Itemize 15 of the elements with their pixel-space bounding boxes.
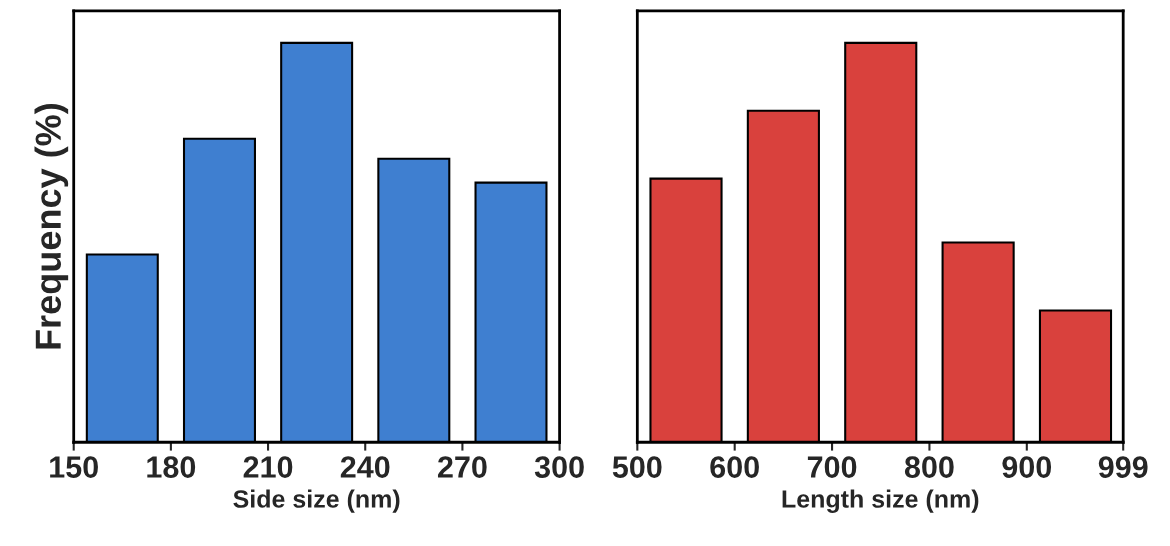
x-tick-label: 150: [50, 456, 98, 478]
x-axis-title: Length size (nm): [782, 489, 979, 513]
x-tick-label: 300: [534, 456, 584, 478]
x-tick-label: 240: [340, 456, 390, 478]
x-tick-label: 270: [437, 456, 487, 478]
x-tick-label: 500: [612, 456, 662, 478]
x-tick-label: 999: [1098, 456, 1148, 478]
x-tick-label: 800: [904, 456, 954, 478]
x-tick-label: 700: [807, 456, 857, 478]
y-axis-title: Frequency (%): [34, 103, 69, 349]
x-tick-label: 180: [147, 456, 196, 478]
x-tick-label: 900: [1002, 456, 1052, 478]
x-axis-title: Side size (nm): [233, 489, 400, 513]
x-tick-label: 210: [243, 456, 293, 478]
x-tick-label: 600: [710, 456, 759, 478]
